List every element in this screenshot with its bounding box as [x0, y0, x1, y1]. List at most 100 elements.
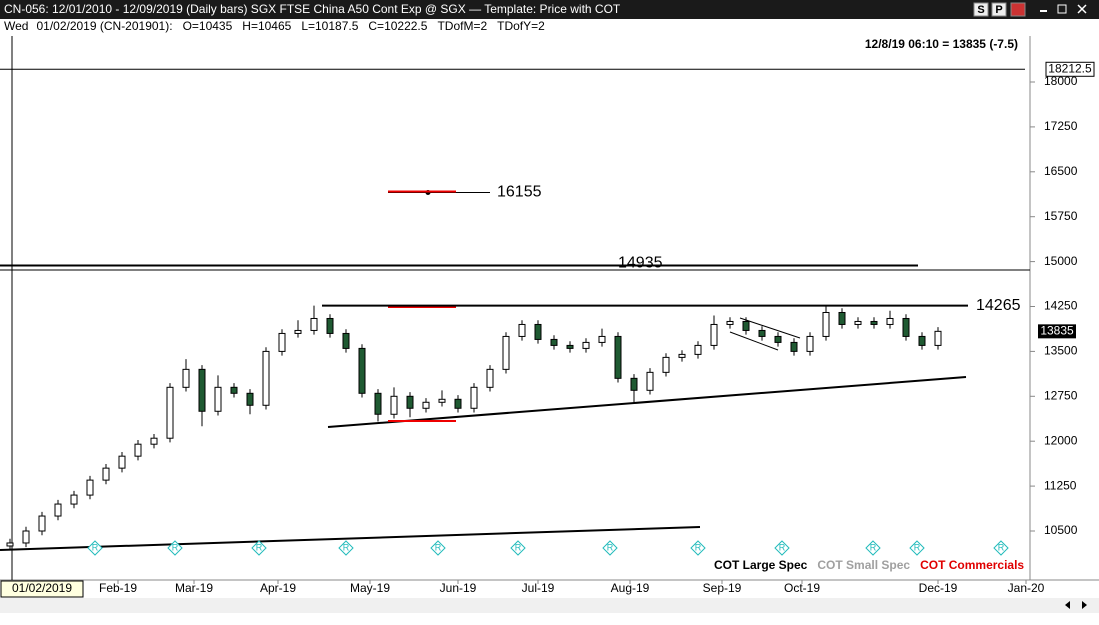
scrollbar[interactable] — [0, 598, 1099, 613]
candle-body — [726, 320, 734, 325]
legend-item[interactable]: COT Large Spec — [714, 558, 808, 572]
quote: 12/8/19 06:10 = 13835 (-7.5) — [865, 37, 1018, 51]
candle-body — [214, 386, 222, 412]
cot-marker-label: R — [779, 542, 786, 552]
y-tick-label: 10500 — [1044, 523, 1078, 537]
x-tick-label: Sep-19 — [703, 581, 742, 595]
minimize[interactable] — [1040, 10, 1047, 12]
candle-body — [102, 467, 110, 481]
candle-body — [902, 317, 910, 337]
trend-line — [327, 376, 967, 428]
candle-body — [262, 350, 270, 406]
candle-body — [502, 335, 510, 370]
cot-marker — [338, 540, 354, 556]
candle-body — [646, 371, 654, 391]
y-tick-label: 13500 — [1044, 344, 1078, 358]
candle-body — [406, 395, 414, 409]
candle-body — [6, 542, 14, 547]
candle-body — [614, 335, 622, 379]
maximize[interactable] — [1057, 4, 1067, 14]
candle-body — [582, 341, 590, 349]
cot-marker — [510, 540, 526, 556]
candle-body — [310, 317, 318, 331]
cot-marker — [602, 540, 618, 556]
candle-body — [774, 335, 782, 343]
y-tick-label: 12750 — [1044, 388, 1078, 402]
last-price-label: 13835 — [1040, 324, 1074, 338]
candle-body — [886, 317, 894, 325]
button-label[interactable]: S — [977, 4, 984, 16]
window-button[interactable] — [1010, 2, 1026, 17]
trend-line — [0, 526, 701, 551]
candle-body — [870, 320, 878, 325]
legend-item[interactable]: COT Commercials — [920, 558, 1024, 572]
candle-body — [934, 330, 942, 346]
cot-marker-label: R — [695, 542, 702, 552]
candle-body — [742, 320, 750, 331]
x-tick-label: Aug-19 — [611, 581, 650, 595]
candle-body — [374, 392, 382, 415]
candle-body — [86, 479, 94, 496]
candle-body — [166, 386, 174, 439]
candle-body — [710, 323, 718, 346]
cot-marker-label: R — [914, 542, 921, 552]
cot-marker-label: R — [998, 542, 1005, 552]
x-tick-label: Jan-20 — [1008, 581, 1045, 595]
price-level-label: 16155 — [497, 184, 542, 201]
button[interactable] — [991, 2, 1007, 17]
x-tick-label: Jun-19 — [440, 581, 477, 595]
candle-body — [342, 332, 350, 349]
candle-body — [470, 386, 478, 409]
candle-body — [854, 320, 862, 325]
cot-marker — [87, 540, 103, 556]
info-item: L=10187.5 — [301, 19, 358, 33]
info-item: TDofY=2 — [497, 19, 545, 33]
candle-body — [70, 494, 78, 505]
candle-body — [662, 356, 670, 373]
candle-body — [182, 368, 190, 388]
cursor-date-box — [0, 580, 84, 598]
candle-body — [790, 341, 798, 352]
candle-body — [598, 335, 606, 343]
cot-marker-label: R — [870, 542, 877, 552]
x-tick-label: Apr-19 — [260, 581, 296, 595]
info-item: TDofM=2 — [437, 19, 487, 33]
y-tick-label: 15000 — [1044, 254, 1078, 268]
candle-body — [486, 368, 494, 388]
cot-marker — [167, 540, 183, 556]
x-tick-label: Feb-19 — [99, 581, 137, 595]
info-item: C=10222.5 — [368, 19, 427, 33]
title-bar — [0, 0, 1099, 19]
cot-marker-label: R — [435, 542, 442, 552]
info-item: Wed — [4, 19, 28, 33]
candle-body — [358, 347, 366, 394]
y-tick-label: 16500 — [1044, 164, 1078, 178]
close[interactable] — [1077, 4, 1087, 14]
last-price-box — [1038, 324, 1076, 339]
x-tick-label: Mar-19 — [175, 581, 213, 595]
price-level-label: 14935 — [618, 255, 663, 272]
cot-marker-label: R — [343, 542, 350, 552]
y-tick-label: 18000 — [1044, 74, 1078, 88]
candle-body — [550, 338, 558, 346]
candle-body — [806, 335, 814, 352]
price-level-label: 14265 — [976, 297, 1021, 314]
max-box — [1045, 61, 1095, 77]
cot-marker — [865, 540, 881, 556]
candle-body — [278, 332, 286, 352]
button[interactable] — [973, 2, 989, 17]
candle-body — [694, 344, 702, 355]
legend-item[interactable]: COT Small Spec — [817, 558, 910, 572]
window-title: CN-056: 12/01/2010 - 12/09/2019 (Daily b… — [4, 2, 621, 16]
cot-marker — [690, 540, 706, 556]
cot-marker — [993, 540, 1009, 556]
candle-body — [918, 335, 926, 346]
button-label[interactable]: P — [995, 4, 1002, 16]
cot-marker-label: R — [172, 542, 179, 552]
scroll-arrows[interactable] — [1065, 601, 1087, 609]
candle-body — [454, 398, 462, 409]
channel-line — [739, 317, 801, 339]
y-tick-label: 12000 — [1044, 433, 1078, 447]
candle-body — [118, 455, 126, 469]
